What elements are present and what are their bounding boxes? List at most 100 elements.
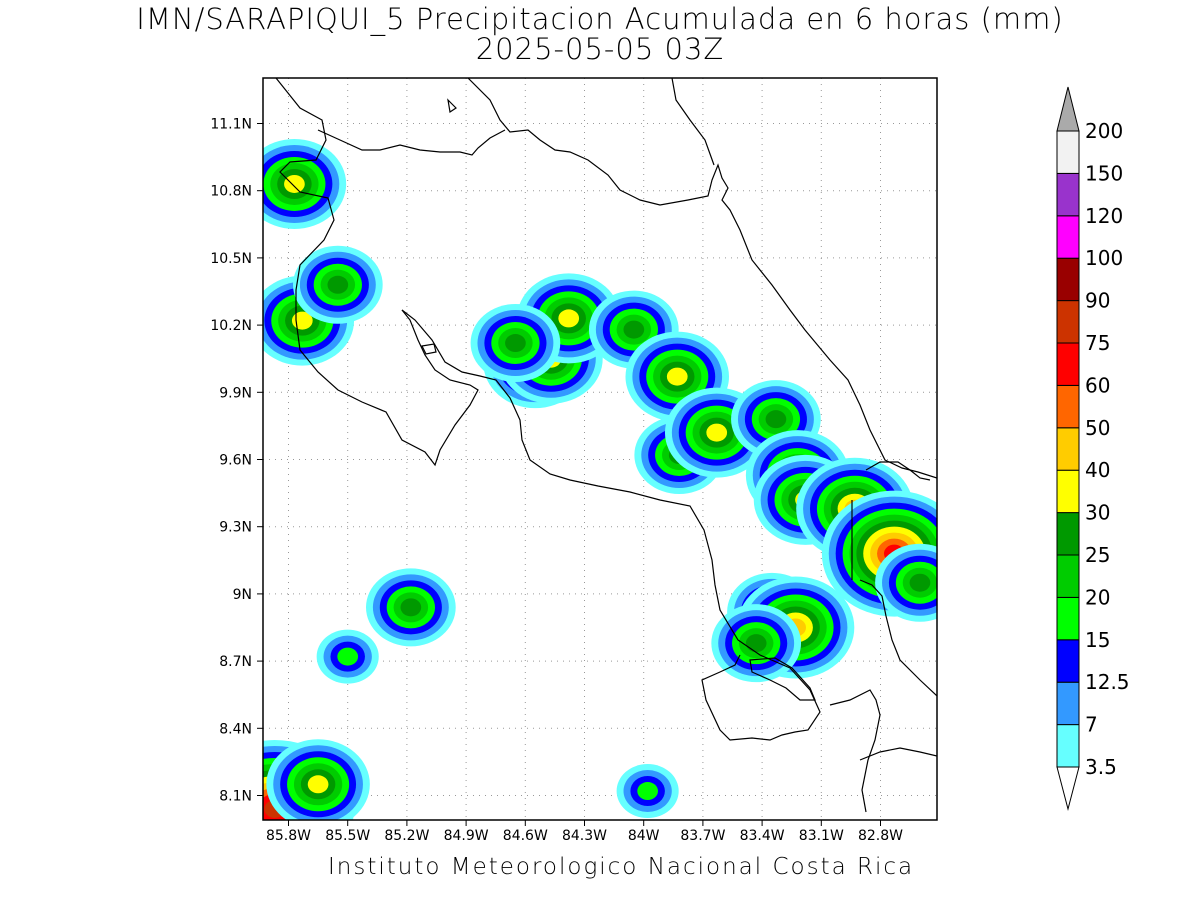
lon-tick-label: 83.1W [799, 828, 844, 844]
colorbar-label: 120 [1085, 204, 1123, 228]
coastline-borders [275, 78, 937, 813]
map-subtitle-datetime: 2025-05-05 03Z [475, 32, 725, 66]
lat-tick-label: 9.9N [219, 385, 252, 401]
lat-tick-label: 9.3N [219, 520, 252, 536]
coastline-osa [749, 657, 816, 701]
precipitation-field [263, 138, 937, 820]
colorbar-box-3.5 [1056, 724, 1080, 768]
colorbar-box-15 [1056, 596, 1080, 641]
precip-contour-30 [284, 174, 305, 193]
lat-tick-label: 9.6N [219, 453, 252, 469]
colorbar-box-150 [1056, 130, 1080, 174]
lat-tick-label: 9N [233, 587, 252, 603]
colorbar-box-7 [1056, 681, 1080, 726]
precip-cell [263, 138, 347, 229]
lat-tick-label: 10.5N [210, 251, 252, 267]
colorbar-label: 60 [1085, 373, 1110, 397]
lake-shape [447, 98, 457, 114]
precip-contour-30 [307, 775, 329, 794]
colorbar-label: 150 [1085, 161, 1123, 185]
map-frame [262, 77, 938, 821]
colorbar-box-50 [1056, 384, 1080, 429]
precip-cell [711, 604, 802, 683]
lon-tick-label: 82.8W [858, 828, 903, 844]
precip-cell [470, 304, 561, 383]
colorbar-label: 30 [1085, 501, 1110, 525]
lat-tick-label: 10.2N [210, 318, 252, 334]
precip-contour-25 [623, 320, 645, 339]
colorbar-box-12.5 [1056, 639, 1080, 683]
precip-contour-25 [909, 573, 931, 592]
precip-contour-25 [745, 634, 767, 653]
colorbar-label: 12.5 [1085, 670, 1130, 694]
lat-tick-label: 8.4N [219, 721, 252, 737]
colorbar-label: 90 [1085, 289, 1110, 313]
colorbar-under-triangle [1056, 766, 1080, 811]
colorbar-label: 100 [1085, 246, 1123, 270]
coastline-pacific-south [829, 689, 881, 813]
coastline-caribbean-north [671, 78, 715, 166]
precip-contour-25 [765, 410, 787, 429]
colorbar-label: 7 [1085, 713, 1098, 737]
colorbar-label: 25 [1085, 543, 1110, 567]
precip-cell [616, 764, 679, 819]
lat-tick-label: 10.8N [210, 184, 252, 200]
precip-contour-15 [337, 647, 359, 666]
lat-tick-label: 8.1N [219, 789, 252, 805]
lon-tick-label: 84.3W [562, 828, 607, 844]
coastline-caribbean [467, 78, 937, 479]
colorbar-box-120 [1056, 172, 1080, 217]
border-nicaragua [317, 129, 506, 156]
lon-tick-label: 84.6W [503, 828, 548, 844]
colorbar-box-25 [1056, 512, 1080, 556]
lat-tick-label: 8.7N [219, 654, 252, 670]
coastline-pacific-north [275, 78, 479, 467]
colorbar-box-60 [1056, 342, 1080, 386]
precip-cell [365, 568, 456, 647]
lon-tick-label: 84W [628, 828, 660, 844]
colorbar-label: 200 [1085, 119, 1123, 143]
axis-ticks: 85.8W 85.5W 85.2W 84.9W 84.6W 84.3W 84W 83.7W 83… [210, 117, 903, 845]
island-shape [421, 343, 437, 355]
lon-tick-label: 83.4W [740, 828, 785, 844]
precip-cell [316, 629, 379, 684]
colorbar-box-75 [1056, 300, 1080, 344]
colorbar-label: 50 [1085, 416, 1110, 440]
colorbar-box-90 [1056, 257, 1080, 302]
coastline-nicoya-gulf [401, 309, 821, 741]
colorbar: 3.5 7 12.5 15 20 25 30 40 50 60 75 90 100 120 150 200 [1056, 86, 1130, 811]
lon-tick-label: 83.7W [680, 828, 725, 844]
precip-cell [266, 739, 370, 820]
border-panama [865, 461, 931, 481]
precip-cell [292, 245, 383, 324]
colorbar-label: 20 [1085, 585, 1110, 609]
map-title: IMN/SARAPIQUI_5 Precipitacion Acumulada … [136, 2, 1064, 36]
graticule-grid [263, 78, 937, 820]
lon-tick-label: 84.9W [444, 828, 489, 844]
coastline-panama-south [859, 579, 937, 697]
colorbar-label: 75 [1085, 331, 1110, 355]
colorbar-label: 3.5 [1085, 755, 1117, 779]
colorbar-box-30 [1056, 469, 1080, 514]
footer-credit: Instituto Meteorologico Nacional Costa R… [328, 854, 915, 880]
precip-contour-25 [400, 598, 422, 617]
colorbar-label: 40 [1085, 458, 1110, 482]
colorbar-box-100 [1056, 215, 1080, 259]
lat-tick-label: 11.1N [210, 117, 252, 133]
precip-contour-15 [637, 782, 658, 801]
lon-tick-label: 85.2W [384, 828, 429, 844]
precip-contour-25 [505, 334, 526, 353]
colorbar-label: 15 [1085, 628, 1110, 652]
colorbar-over-triangle [1056, 86, 1080, 132]
lon-tick-label: 85.8W [266, 828, 311, 844]
precip-contour-30 [706, 423, 728, 442]
colorbar-box-40 [1056, 427, 1080, 471]
colorbar-box-20 [1056, 554, 1080, 598]
lon-tick-label: 85.5W [325, 828, 370, 844]
coastline-burica [859, 747, 937, 761]
precip-cell [875, 543, 937, 622]
precip-contour-25 [327, 275, 349, 294]
precip-contour-30 [666, 367, 688, 386]
precip-contour-30 [558, 309, 580, 328]
